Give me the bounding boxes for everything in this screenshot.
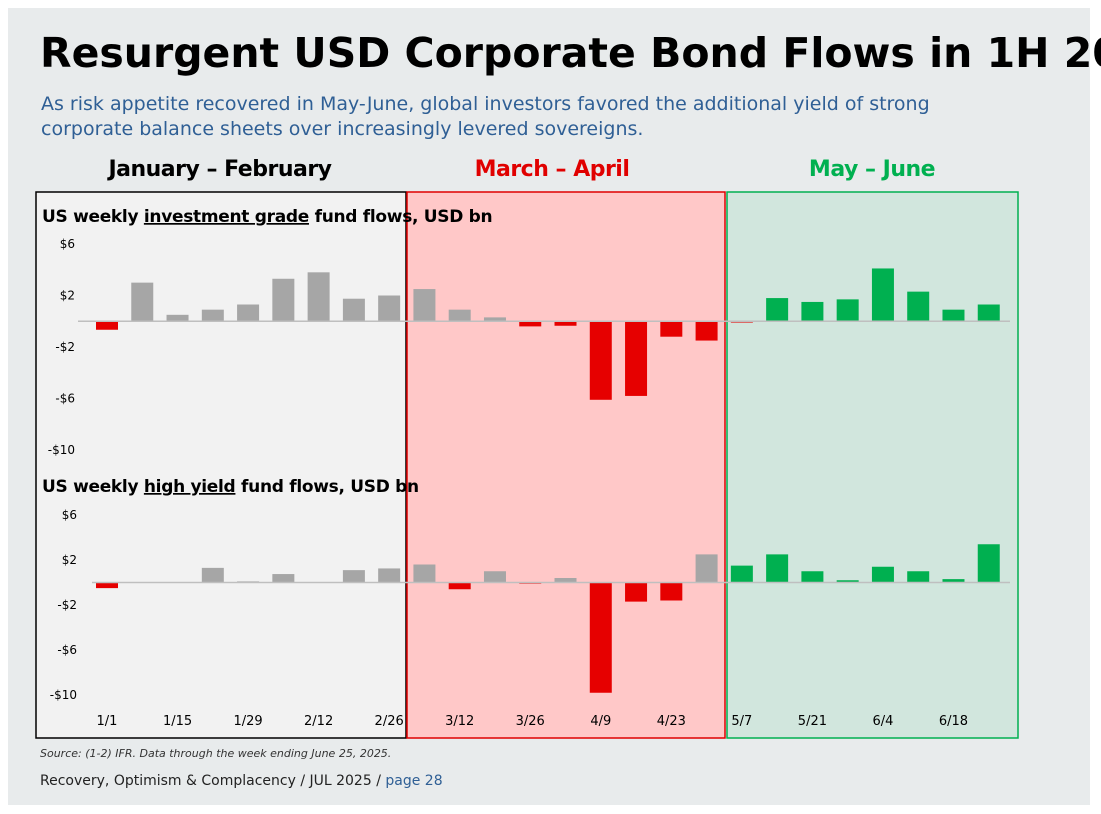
bar [272, 574, 295, 583]
x-tick-label: 6/4 [872, 714, 893, 729]
bar [660, 582, 683, 601]
bar [589, 582, 612, 693]
bar [836, 580, 859, 583]
x-tick-label: 5/21 [798, 714, 827, 729]
bar [695, 554, 718, 583]
y-tick-label: -$10 [48, 443, 75, 457]
x-tick-label: 1/1 [97, 714, 118, 729]
bar [342, 298, 365, 322]
panel-label: January – February [106, 157, 331, 182]
bar [413, 564, 436, 583]
bar [695, 321, 718, 341]
x-tick-label: 1/29 [233, 714, 262, 729]
y-tick-label: $2 [62, 553, 77, 567]
chart-title: US weekly investment grade fund flows, U… [42, 207, 492, 227]
y-tick-label: -$10 [50, 688, 77, 702]
bar [342, 570, 365, 583]
footer-text: Recovery, Optimism & Complacency / JUL 2… [40, 773, 385, 789]
x-tick-label: 4/9 [590, 714, 611, 729]
bar [483, 571, 506, 583]
panel-label: May – June [809, 157, 935, 182]
x-tick-label: 1/15 [163, 714, 192, 729]
y-tick-label: -$2 [57, 598, 77, 612]
source-note: Source: (1-2) IFR. Data through the week… [40, 747, 391, 760]
bar [201, 567, 224, 583]
bar [589, 321, 612, 400]
panel-box [35, 191, 407, 739]
y-tick-label: $6 [60, 237, 75, 251]
bar [378, 295, 401, 322]
x-tick-label: 2/12 [304, 714, 333, 729]
y-tick-label: $6 [62, 508, 77, 522]
bar [907, 291, 930, 322]
bar [554, 321, 577, 326]
bar [272, 278, 295, 322]
bar [766, 298, 789, 322]
bar [237, 304, 260, 322]
bar [871, 268, 894, 322]
bar [554, 578, 577, 583]
y-tick-label: -$2 [55, 340, 75, 354]
bar [942, 309, 965, 322]
x-tick-label: 4/23 [657, 714, 686, 729]
page-title: Resurgent USD Corporate Bond Flows in 1H… [40, 29, 1101, 77]
x-tick-label: 6/18 [939, 714, 968, 729]
chart-title: US weekly high yield fund flows, USD bn [42, 477, 419, 497]
page-number: page 28 [385, 773, 442, 789]
bar [836, 299, 859, 322]
panel-box [406, 191, 726, 739]
bar [625, 582, 648, 602]
panel-label: March – April [475, 157, 630, 182]
bar [801, 301, 824, 322]
x-tick-label: 3/12 [445, 714, 474, 729]
bar [413, 289, 436, 322]
subtitle: As risk appetite recovered in May-June, … [41, 93, 930, 115]
y-tick-label: $2 [60, 289, 75, 303]
bar [448, 309, 471, 322]
bar [96, 582, 118, 589]
x-tick-label: 5/7 [731, 714, 752, 729]
bar [131, 282, 154, 322]
y-tick-label: -$6 [57, 643, 77, 657]
x-tick-label: 3/26 [516, 714, 545, 729]
bar [942, 579, 965, 583]
subtitle: corporate balance sheets over increasing… [41, 118, 643, 140]
bar [519, 321, 542, 327]
bar [307, 272, 330, 322]
bar [801, 571, 824, 583]
bar [907, 571, 930, 583]
bar [625, 321, 648, 396]
bar [660, 321, 683, 337]
bar [871, 566, 894, 583]
x-tick-label: 2/26 [375, 714, 404, 729]
bar [977, 544, 1000, 583]
bar [201, 309, 224, 322]
bar [96, 321, 118, 330]
bar [730, 565, 753, 583]
bar [483, 317, 506, 322]
panels: January – February March – April May – Jun… [35, 157, 1019, 739]
bar [977, 304, 1000, 322]
bar [378, 568, 401, 583]
bar [766, 554, 789, 583]
charts: US weekly investment grade fund flows, U… [42, 207, 1010, 729]
y-tick-label: -$6 [55, 392, 75, 406]
bar [448, 582, 471, 590]
bar [166, 314, 189, 322]
footer: Recovery, Optimism & Complacency / JUL 2… [40, 773, 443, 789]
